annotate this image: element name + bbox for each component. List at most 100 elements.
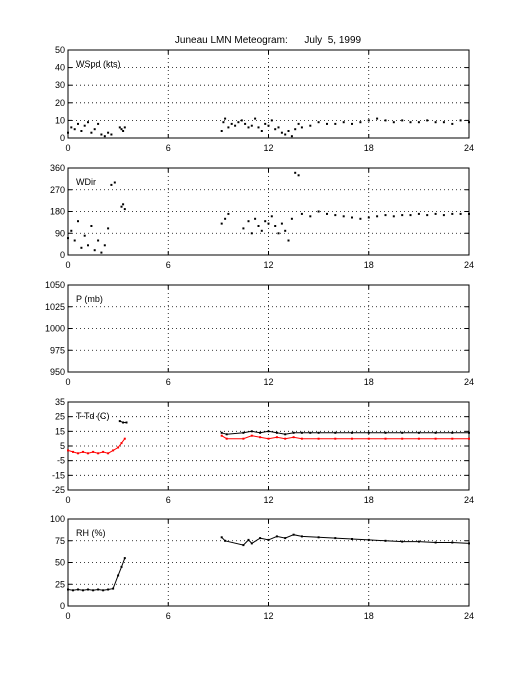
x-tick-label: 18	[364, 260, 374, 270]
data-point	[83, 234, 86, 237]
data-point	[392, 215, 395, 218]
data-point	[384, 431, 387, 434]
data-point	[247, 126, 250, 129]
data-point	[250, 430, 253, 433]
panel-1: 0 6 12 18 24 0 10 20 30 40 50 WSpd (kts)	[55, 45, 474, 153]
x-tick-label: 6	[166, 495, 171, 505]
data-point	[317, 536, 320, 539]
data-point	[351, 431, 353, 434]
y-tick-label: 1000	[45, 324, 65, 334]
data-point	[401, 119, 404, 122]
y-tick-label: 0	[60, 133, 65, 143]
data-point	[237, 121, 240, 124]
data-point	[401, 214, 404, 217]
data-point	[342, 121, 345, 124]
data-point	[326, 212, 328, 215]
data-point	[426, 214, 429, 217]
data-point	[417, 431, 420, 434]
data-point	[434, 431, 437, 434]
data-point	[451, 212, 454, 215]
data-point	[67, 449, 69, 452]
data-point	[267, 430, 270, 433]
data-point	[110, 183, 113, 186]
data-point	[401, 437, 404, 440]
data-point	[334, 431, 337, 434]
data-point	[259, 436, 262, 439]
x-tick-label: 24	[464, 377, 474, 387]
data-point	[100, 133, 103, 136]
data-point	[264, 220, 267, 223]
x-tick-label: 18	[364, 143, 374, 153]
data-point	[224, 117, 227, 120]
data-point	[244, 122, 247, 125]
x-tick-label: 12	[263, 377, 273, 387]
y-tick-label: 40	[55, 63, 65, 73]
data-point	[73, 128, 76, 131]
y-tick-label: 360	[50, 163, 65, 173]
data-point	[70, 126, 73, 129]
data-point	[110, 133, 113, 136]
panel-label: WDir	[76, 177, 96, 187]
data-point	[67, 237, 69, 240]
data-point	[392, 121, 395, 124]
x-tick-label: 24	[464, 611, 474, 621]
x-tick-label: 12	[263, 143, 273, 153]
x-tick-label: 0	[65, 143, 70, 153]
data-point	[409, 214, 412, 217]
data-point	[93, 249, 96, 252]
data-point	[297, 122, 300, 125]
data-point	[112, 587, 115, 590]
data-point	[434, 212, 437, 215]
y-tick-label: 50	[55, 558, 65, 568]
data-point	[351, 437, 353, 440]
data-point	[384, 214, 387, 217]
data-point	[292, 431, 295, 434]
data-point	[300, 437, 303, 440]
data-point	[242, 437, 245, 440]
data-point	[384, 539, 387, 542]
y-tick-label: 10	[55, 115, 65, 125]
data-point	[294, 128, 297, 131]
data-point	[220, 431, 223, 434]
data-point	[117, 446, 120, 449]
y-tick-label: 180	[50, 207, 65, 217]
data-point	[227, 126, 230, 129]
data-point	[220, 130, 223, 132]
data-point	[70, 229, 73, 232]
data-point	[284, 229, 287, 232]
data-point	[67, 131, 69, 134]
data-point	[284, 537, 287, 540]
data-point	[434, 541, 437, 544]
data-point	[230, 122, 233, 125]
data-point	[451, 431, 454, 434]
chart-title: Juneau LMN Meteogram: July 5, 1999	[175, 35, 362, 46]
y-tick-label: -25	[52, 485, 65, 495]
y-tick-label: 270	[50, 185, 65, 195]
data-point	[442, 214, 445, 217]
data-point	[242, 544, 245, 547]
data-point	[287, 239, 290, 242]
data-point	[103, 244, 106, 247]
data-point	[120, 205, 123, 208]
data-point	[73, 239, 76, 242]
data-point	[107, 588, 110, 591]
y-tick-label: 0	[60, 250, 65, 260]
data-point	[225, 433, 228, 436]
data-point	[264, 122, 267, 125]
x-tick-label: 24	[464, 495, 474, 505]
x-tick-label: 0	[65, 377, 70, 387]
data-point	[82, 589, 84, 592]
x-tick-label: 6	[166, 377, 171, 387]
series-1	[67, 171, 470, 254]
series-line	[221, 435, 469, 440]
data-point	[123, 126, 126, 129]
data-point	[259, 537, 262, 540]
data-point	[234, 124, 237, 127]
data-point	[367, 538, 370, 541]
data-point	[227, 212, 230, 215]
x-tick-label: 24	[464, 143, 474, 153]
data-point	[123, 208, 126, 211]
y-tick-label: 30	[55, 80, 65, 90]
data-point	[72, 589, 74, 592]
